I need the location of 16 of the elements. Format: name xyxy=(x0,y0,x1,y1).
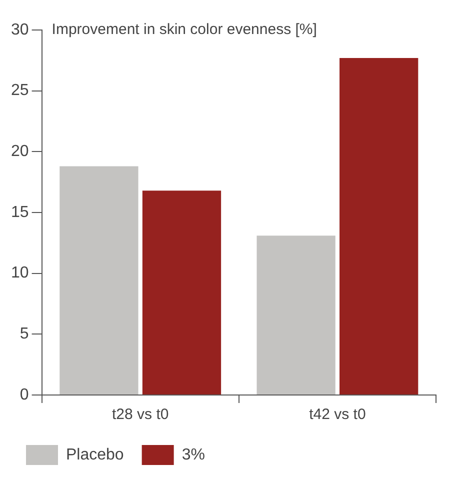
y-axis-title: Improvement in skin color evenness [%] xyxy=(52,21,317,38)
bar xyxy=(142,190,222,394)
y-tick-label: 0 xyxy=(20,386,29,404)
x-tick-label: t42 vs t0 xyxy=(309,406,366,424)
bar xyxy=(60,166,138,394)
legend-label: 3% xyxy=(182,446,205,464)
x-tick-label: t28 vs t0 xyxy=(112,406,169,424)
y-tick-label: 15 xyxy=(11,204,29,221)
legend-label: Placebo xyxy=(66,446,124,464)
y-tick-label: 5 xyxy=(20,326,29,343)
y-tick-label: 10 xyxy=(11,264,29,282)
bar xyxy=(256,236,336,394)
bar xyxy=(340,58,418,394)
y-tick-label: 30 xyxy=(11,21,29,38)
y-tick-label: 25 xyxy=(11,82,29,100)
y-tick-label: 20 xyxy=(11,143,29,160)
